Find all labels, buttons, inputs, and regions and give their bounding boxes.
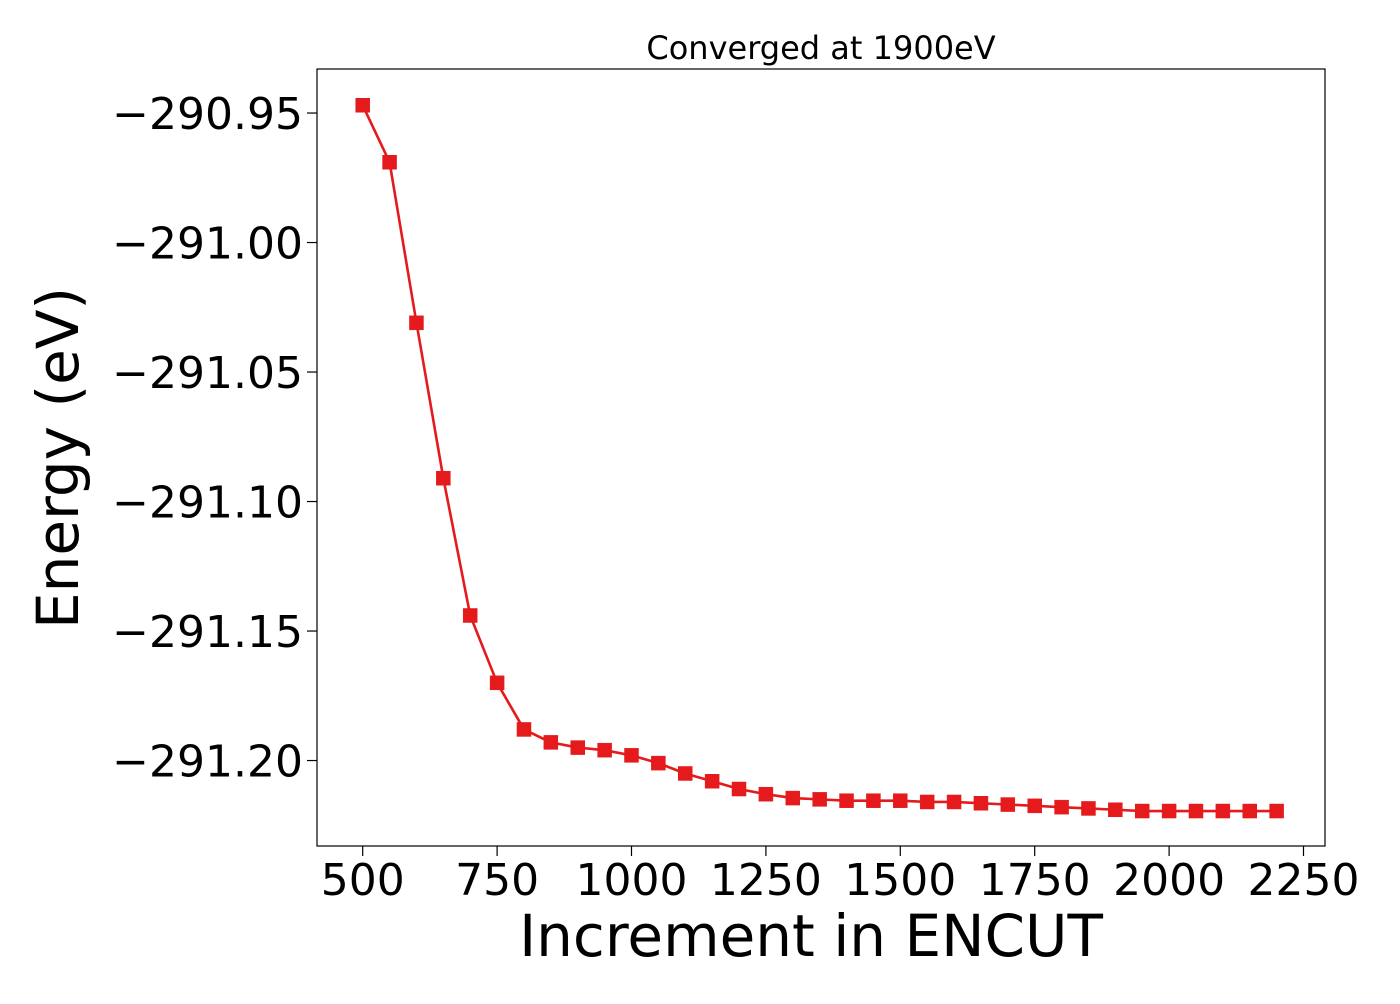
data-point-marker	[436, 470, 451, 486]
y-axis-label: Energy (eV)	[24, 287, 92, 629]
data-point-marker	[973, 796, 989, 811]
data-point-marker	[1161, 803, 1177, 819]
data-point-marker	[489, 675, 505, 691]
plot-frame	[316, 68, 1326, 847]
y-tick-label: −291.20	[112, 737, 303, 788]
data-point-marker	[382, 154, 397, 170]
x-tick-label: 1750	[979, 855, 1091, 906]
data-point-marker	[516, 722, 532, 737]
data-point-marker	[731, 781, 747, 797]
data-point-marker	[355, 98, 370, 113]
x-axis-label: Increment in ENCUT	[519, 902, 1103, 970]
data-point-marker	[1242, 803, 1257, 819]
data-point-marker	[543, 735, 559, 750]
x-tick-label: 2000	[1113, 855, 1225, 906]
x-axis: 500 750 1000 1250 1500 1750 2000 2250	[321, 846, 1360, 906]
x-tick-label: 1000	[576, 855, 688, 906]
x-tick-label: 750	[455, 855, 539, 906]
y-tick-label: −291.15	[112, 607, 303, 658]
data-point-marker	[1215, 803, 1231, 819]
data-point-marker	[1000, 797, 1016, 812]
data-point-marker	[624, 748, 639, 763]
data-point-marker	[462, 608, 478, 623]
data-point-marker	[1027, 798, 1042, 814]
data-point-marker	[866, 793, 881, 808]
data-point-marker	[570, 740, 585, 755]
y-tick-label: −291.05	[112, 348, 303, 399]
data-point-marker	[597, 742, 612, 758]
series-line	[361, 104, 1277, 813]
x-tick-label: 2250	[1248, 855, 1360, 906]
y-tick-label: −291.00	[112, 219, 303, 270]
data-point-marker	[1134, 803, 1150, 819]
data-point-marker	[1269, 803, 1284, 819]
data-point-marker	[704, 774, 720, 789]
y-axis: −290.95 −291.00 −291.05 −291.10 −291.15 −291.…	[112, 89, 317, 788]
data-point-marker	[946, 794, 962, 810]
chart-title: Converged at 1900eV	[646, 29, 995, 67]
data-point-marker	[839, 793, 854, 808]
data-point-marker	[1054, 799, 1069, 815]
data-point-marker	[785, 790, 801, 806]
data-point-marker	[893, 793, 908, 808]
x-tick-label: 1250	[710, 855, 822, 906]
data-point-marker	[678, 766, 693, 781]
data-point-marker	[758, 786, 774, 802]
y-tick-label: −290.95	[112, 89, 303, 140]
data-point-marker	[1188, 803, 1204, 819]
y-tick-label: −291.10	[112, 478, 303, 529]
data-series	[355, 98, 1284, 819]
data-point-marker	[651, 755, 666, 771]
data-point-marker	[919, 794, 935, 810]
x-tick-label: 1500	[844, 855, 956, 906]
data-point-marker	[1081, 801, 1096, 816]
data-point-marker	[812, 792, 827, 807]
x-tick-label: 500	[321, 855, 405, 906]
data-point-marker	[1108, 802, 1123, 817]
data-point-marker	[409, 315, 424, 331]
